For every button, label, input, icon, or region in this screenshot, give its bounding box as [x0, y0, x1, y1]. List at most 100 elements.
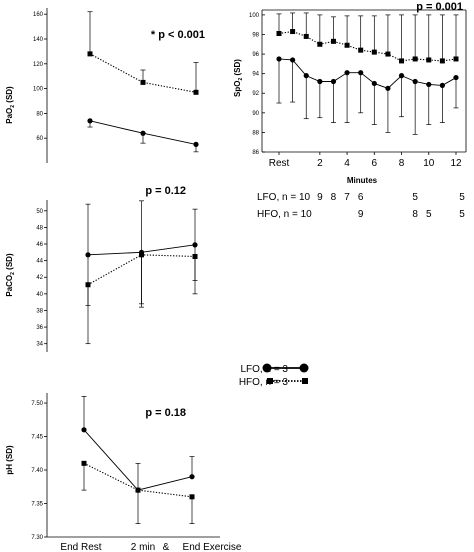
- pao2-y-tick-label: 60: [36, 136, 43, 142]
- spo2-y-tick-label: 88: [252, 130, 259, 136]
- pao2-series-hfo-line: [89, 53, 197, 93]
- spo2-x-axis-label: Minutes: [347, 176, 378, 185]
- spo2-point-lfo: [453, 74, 459, 81]
- spo2-point-hfo: [330, 38, 336, 44]
- ph-p-value: p = 0.18: [145, 407, 186, 419]
- paco2-point-lfo: [85, 252, 91, 258]
- spo2-point-lfo: [344, 70, 350, 76]
- spo2-point-hfo: [426, 57, 432, 63]
- spo2-point-hfo: [317, 41, 323, 47]
- legend-marker-lfo-right: [299, 363, 309, 373]
- ph-point-hfo: [81, 460, 87, 466]
- ph-y-tick-label: 7.35: [31, 502, 43, 508]
- ph-x-tick-label: 2 min: [131, 542, 155, 552]
- counts-table: LFO, n = 10 HFO, n = 10 9 8 7 6 5 59 8 5 5: [257, 192, 465, 220]
- spo2-y-tick-label: 92: [252, 91, 259, 97]
- pao2-point-hfo: [140, 79, 146, 85]
- spo2-point-hfo: [371, 49, 377, 55]
- ph-panel: pH (SD) p = 0.18 7.30 7.35 7.40 7.45 7.50 End…: [5, 393, 242, 552]
- ph-point-lfo: [189, 474, 195, 480]
- paco2-y-tick-label: 50: [36, 209, 43, 215]
- spo2-point-hfo: [385, 51, 391, 57]
- pao2-y-tick-label: 160: [33, 12, 44, 18]
- counts-cell: 8: [412, 209, 418, 220]
- counts-cell: 5: [412, 192, 418, 203]
- ph-x-tick-label: &: [163, 542, 170, 552]
- counts-cell: 5: [459, 192, 465, 203]
- paco2-point-hfo: [139, 252, 144, 258]
- counts-cell: 9: [317, 192, 323, 203]
- ph-point-hfo: [135, 487, 141, 493]
- spo2-point-lfo: [276, 56, 282, 62]
- paco2-y-tick-label: 44: [36, 259, 43, 265]
- ph-point-lfo: [81, 427, 87, 433]
- spo2-x-tick-label: Rest: [269, 158, 290, 169]
- spo2-y-tick-label: 100: [249, 13, 260, 19]
- legend: LFO, n = 3 HFO, n = 3: [239, 363, 309, 388]
- pao2-point-lfo: [140, 130, 146, 136]
- spo2-point-lfo: [330, 78, 337, 85]
- paco2-panel: PaCO2 (SD) p = 0.12 34 36 38 40 42 44 46 48 50: [5, 185, 198, 352]
- spo2-point-lfo: [439, 82, 445, 89]
- paco2-point-hfo: [192, 253, 198, 259]
- ph-y-tick-label: 7.30: [31, 535, 43, 541]
- spo2-x-tick-label: 4: [344, 158, 350, 169]
- paco2-y-tick-label: 36: [36, 325, 43, 331]
- spo2-y-tick-label: 98: [252, 32, 259, 38]
- pao2-p-value: * p < 0.001: [151, 29, 205, 41]
- pao2-axis-label: PaO2 (SD): [5, 86, 16, 124]
- legend-marker-hfo-right: [302, 378, 308, 384]
- spo2-point-lfo: [371, 80, 377, 87]
- legend-marker-hfo-left: [267, 378, 273, 384]
- pao2-y-tick-label: 120: [33, 62, 44, 68]
- paco2-p-value: p = 0.12: [145, 185, 186, 197]
- ph-axis-label: pH (SD): [5, 445, 14, 475]
- spo2-y-tick-label: 94: [252, 72, 259, 78]
- pao2-y-tick-label: 140: [33, 37, 44, 43]
- legend-marker-lfo-left: [262, 363, 272, 373]
- spo2-point-hfo: [412, 56, 418, 62]
- spo2-point-hfo: [399, 58, 405, 64]
- spo2-axis-label: SpO2 (SD): [233, 59, 244, 97]
- counts-row-lfo-label: LFO, n = 10: [257, 192, 311, 203]
- spo2-x-tick-label: 6: [372, 158, 378, 169]
- paco2-point-hfo: [85, 282, 91, 288]
- ph-x-tick-label: End Exercise: [183, 542, 242, 552]
- counts-row-hfo-label: HFO, n = 10: [257, 209, 312, 220]
- ph-y-tick-label: 7.40: [31, 468, 43, 474]
- paco2-y-tick-label: 46: [36, 242, 43, 248]
- spo2-point-hfo: [303, 33, 309, 39]
- spo2-point-lfo: [412, 78, 418, 85]
- ph-series-hfo-line: [83, 462, 193, 498]
- paco2-point-lfo: [192, 242, 198, 248]
- spo2-point-hfo: [290, 29, 296, 35]
- ph-y-tick-label: 7.45: [31, 435, 43, 441]
- counts-cell: 5: [426, 209, 432, 220]
- paco2-y-tick-label: 42: [36, 275, 43, 281]
- spo2-point-hfo: [453, 56, 459, 62]
- spo2-point-lfo: [290, 57, 296, 63]
- spo2-y-tick-label: 96: [252, 52, 259, 58]
- counts-cell: 6: [358, 192, 364, 203]
- spo2-p-value: p = 0.001: [416, 1, 463, 13]
- paco2-axis-label: PaCO2 (SD): [5, 253, 16, 297]
- ph-point-hfo: [189, 494, 195, 500]
- pao2-point-hfo: [193, 89, 199, 95]
- spo2-point-lfo: [358, 70, 364, 76]
- legend-label-hfo: HFO, n = 3: [239, 377, 289, 388]
- spo2-point-hfo: [276, 31, 282, 37]
- counts-cell: 9: [358, 209, 364, 220]
- paco2-y-tick-label: 38: [36, 308, 43, 314]
- pao2-y-tick-label: 100: [33, 87, 44, 93]
- spo2-point-lfo: [398, 73, 405, 79]
- pao2-y-tick-label: 80: [36, 111, 43, 117]
- spo2-point-hfo: [344, 42, 350, 48]
- ph-x-tick-label: End Rest: [60, 542, 101, 552]
- counts-cell: 7: [344, 192, 350, 203]
- paco2-y-tick-label: 34: [36, 342, 43, 348]
- pao2-panel: PaO2 (SD) * p < 0.001 60 80 100 120 140 160: [5, 8, 205, 163]
- ph-y-tick-label: 7.50: [31, 401, 43, 407]
- spo2-x-tick-label: 12: [450, 158, 462, 169]
- spo2-y-tick-label: 86: [252, 150, 259, 156]
